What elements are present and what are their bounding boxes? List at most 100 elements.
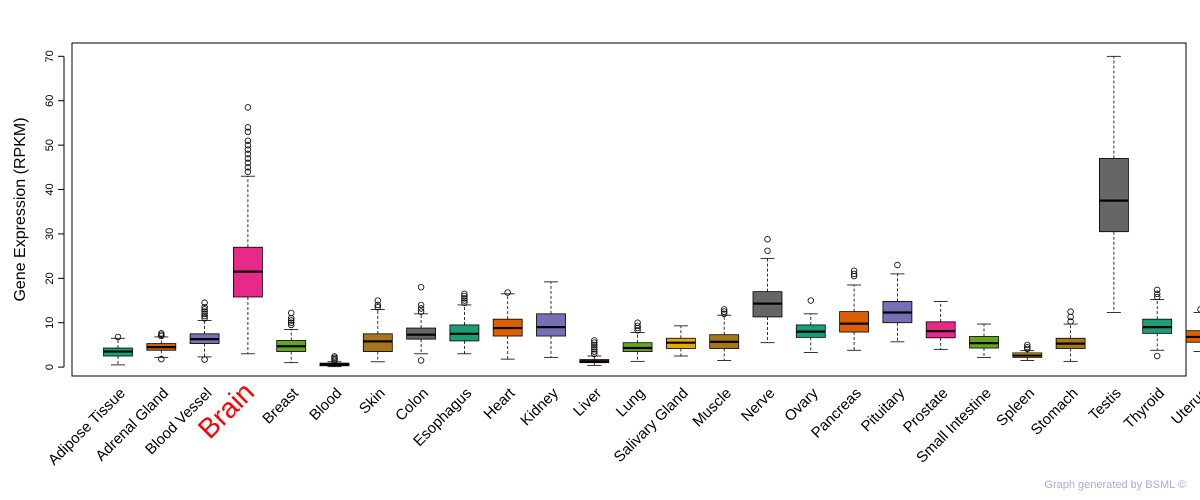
x-tick-label: Liver <box>570 385 605 420</box>
outlier-point <box>894 261 901 269</box>
outlier-point <box>158 330 165 337</box>
outlier-point <box>461 295 468 302</box>
outlier-point <box>201 310 208 318</box>
outlier-point <box>721 308 728 315</box>
outlier-point <box>244 159 252 167</box>
outlier-point <box>201 308 208 315</box>
y-tick-label: 60 <box>44 95 56 107</box>
outlier-point <box>1024 345 1031 353</box>
x-tick-label: Testis <box>1086 385 1125 424</box>
outlier-point <box>461 290 468 298</box>
outlier-point <box>591 341 598 349</box>
outlier-point <box>461 297 468 304</box>
outlier-point <box>374 301 381 309</box>
outlier-point <box>288 309 295 317</box>
plot-frame <box>71 42 1187 377</box>
outlier-point <box>288 319 295 326</box>
y-tick-label: 20 <box>44 272 56 284</box>
x-tick-label: Nerve <box>738 385 778 425</box>
x-tick-label: Colon <box>392 385 432 425</box>
box-skin <box>362 333 393 352</box>
y-tick-label: 70 <box>44 50 56 62</box>
outlier-point <box>1153 286 1161 294</box>
outlier-point <box>721 306 728 313</box>
outlier-point <box>591 339 598 346</box>
x-tick-label: Breast <box>259 384 302 427</box>
outlier-point <box>591 348 598 355</box>
x-tick-label: Stomach <box>1028 385 1082 439</box>
x-tick-label: Heart <box>481 384 520 423</box>
outlier-point <box>764 247 771 254</box>
outlier-point <box>244 141 252 149</box>
outlier-point <box>417 308 425 315</box>
box-testis <box>1099 158 1129 233</box>
outlier-point <box>244 150 252 158</box>
outlier-point <box>591 343 598 351</box>
x-tick-label: Small Intestine <box>913 385 995 467</box>
outlier-point <box>1024 343 1031 351</box>
outlier-point <box>461 299 468 306</box>
outlier-point <box>1197 306 1200 313</box>
outlier-point <box>461 292 468 300</box>
y-axis-title: Gene Expression (RPKM) <box>12 117 29 301</box>
outlier-point <box>244 104 252 111</box>
outlier-point <box>244 155 252 162</box>
outlier-point <box>1153 352 1161 360</box>
x-tick-label: Muscle <box>689 385 735 431</box>
outlier-point <box>591 337 598 344</box>
box-prostate <box>925 321 956 339</box>
outlier-point <box>1153 293 1161 301</box>
outlier-point <box>288 317 295 324</box>
outlier-point <box>417 284 425 291</box>
outlier-point <box>764 236 771 243</box>
y-tick-label: 40 <box>44 183 56 195</box>
outlier-point <box>417 305 425 312</box>
outlier-point <box>721 310 728 318</box>
x-tick-label: Uterus <box>1168 385 1200 428</box>
outlier-point <box>201 312 208 320</box>
outlier-point <box>504 289 511 296</box>
outlier-point <box>244 124 252 131</box>
y-tick-label: 0 <box>44 364 56 370</box>
y-tick-label: 10 <box>44 317 56 329</box>
outlier-point <box>417 357 425 364</box>
outlier-point <box>244 146 252 153</box>
outlier-point <box>288 321 295 329</box>
outlier-point <box>244 164 252 171</box>
outlier-point <box>201 306 208 313</box>
x-tick-label: Skin <box>356 385 389 418</box>
y-tick-label: 50 <box>44 139 56 151</box>
outlier-point <box>634 327 641 334</box>
outlier-point <box>331 353 338 360</box>
y-tick-label: 30 <box>44 228 56 240</box>
outlier-point <box>201 299 208 306</box>
outlier-point <box>634 319 641 326</box>
x-tick-label: Blood <box>306 385 345 424</box>
outlier-point <box>1067 308 1074 315</box>
outlier-point <box>807 297 814 304</box>
outlier-point <box>1153 290 1161 298</box>
outlier-point <box>244 128 252 135</box>
outlier-point <box>158 355 165 363</box>
box-kidney <box>536 313 566 337</box>
outlier-point <box>201 356 208 363</box>
x-tick-label: Pituitary <box>858 384 909 435</box>
x-tick-label: Adipose Tissue <box>45 385 129 469</box>
outlier-point <box>591 350 598 357</box>
box-pancreas <box>839 311 869 333</box>
x-tick-label: Ovary <box>781 384 822 425</box>
outlier-point <box>374 303 381 311</box>
x-tick-label: Thyroid <box>1121 385 1168 432</box>
outlier-point <box>1067 318 1074 325</box>
outlier-point <box>201 315 208 322</box>
outlier-point <box>850 270 858 278</box>
outlier-point <box>244 168 252 175</box>
outlier-point <box>417 301 425 309</box>
outlier-point <box>634 322 641 330</box>
outlier-point <box>591 346 598 353</box>
outlier-point <box>374 297 381 304</box>
x-tick-label: Kidney <box>517 384 562 429</box>
outlier-point <box>1024 341 1031 349</box>
x-tick-label: Lung <box>613 385 649 421</box>
